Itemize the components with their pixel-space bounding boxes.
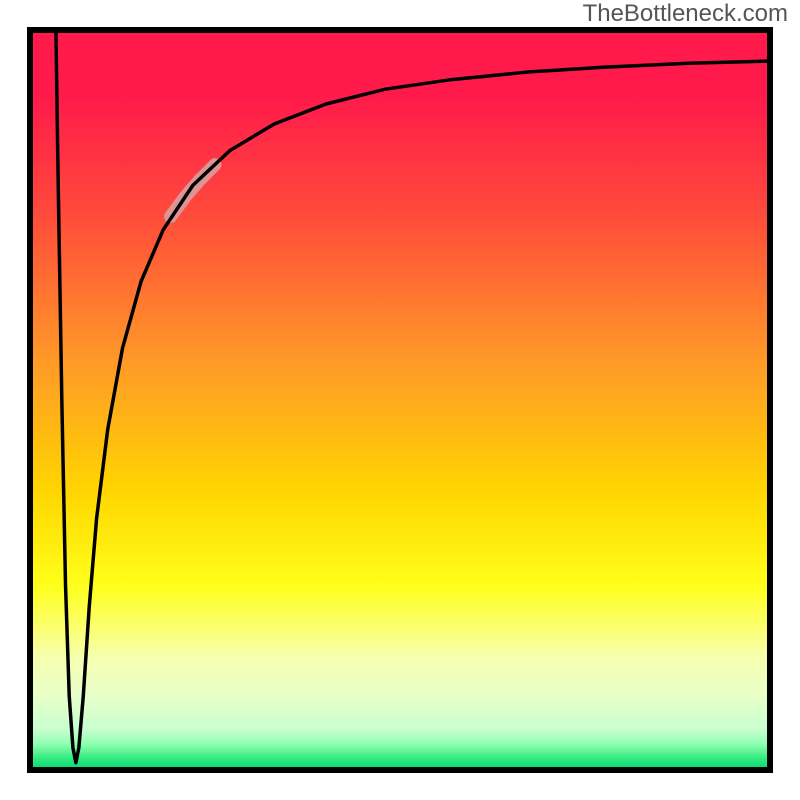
plot-background <box>30 30 770 770</box>
chart-container: TheBottleneck.com <box>0 0 800 800</box>
bottleneck-chart <box>0 0 800 800</box>
watermark-text: TheBottleneck.com <box>583 0 788 28</box>
